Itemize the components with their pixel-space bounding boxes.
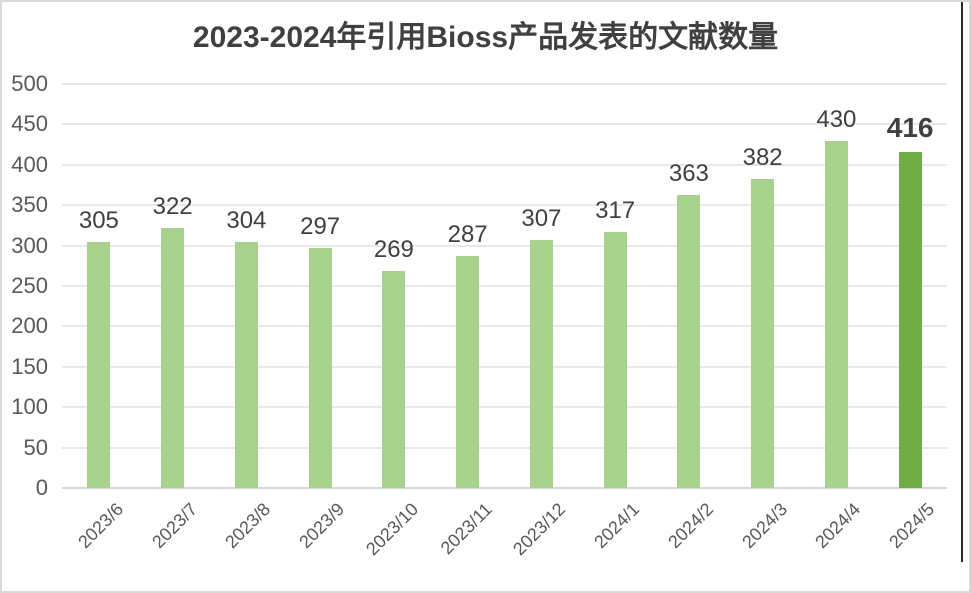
gridline	[62, 406, 947, 409]
y-axis-tick-label: 50	[23, 434, 48, 460]
y-axis-tick-label: 500	[11, 71, 48, 96]
gridline	[62, 123, 947, 126]
bar	[382, 270, 406, 488]
bar	[751, 179, 775, 488]
y-axis-tick-label: 150	[11, 353, 48, 379]
x-axis-tick-label: 2024/1	[590, 499, 644, 553]
y-axis-tick-label: 0	[35, 475, 48, 500]
x-axis-tick-label: 2023/10	[361, 499, 423, 560]
gridline	[62, 204, 947, 207]
bar-value-label: 382	[742, 144, 783, 172]
bar-value-label: 430	[816, 105, 857, 133]
x-axis-tick-label: 2023/12	[509, 499, 570, 560]
bar	[87, 241, 111, 488]
gridline	[62, 446, 947, 449]
gridline	[62, 285, 947, 287]
x-axis-tick-label: 2023/9	[295, 499, 349, 553]
bar	[161, 227, 185, 488]
bar	[603, 231, 627, 488]
x-axis-tick-label: 2023/6	[73, 499, 128, 553]
bar-value-label: 269	[373, 235, 414, 263]
right-border-line	[961, 2, 963, 562]
gridline	[62, 365, 947, 368]
bar-value-label: 416	[886, 111, 934, 143]
bar	[234, 242, 258, 488]
bar	[529, 239, 553, 488]
bar-value-label: 317	[595, 196, 636, 224]
bar	[677, 194, 701, 488]
y-axis-tick-label: 250	[11, 273, 48, 298]
bar-value-label: 363	[668, 159, 709, 187]
bar	[898, 151, 922, 488]
chart-title: 2023-2024年引用Bioss产品发表的文献数量	[192, 21, 779, 54]
gridline	[62, 163, 947, 166]
x-axis-tick-label: 2024/2	[663, 499, 718, 553]
bar-value-label: 297	[300, 213, 341, 241]
y-axis-tick-label: 300	[11, 232, 48, 258]
x-axis-tick-label: 2024/4	[811, 499, 865, 553]
gridline	[62, 325, 947, 328]
y-axis-tick-label: 350	[11, 192, 48, 218]
x-axis-tick-label: 2023/11	[436, 499, 496, 559]
x-axis-tick-label: 2024/3	[737, 499, 791, 553]
gridline	[62, 244, 947, 247]
gridline	[62, 83, 947, 85]
x-axis-line	[62, 487, 947, 489]
bar-value-label: 307	[521, 204, 562, 232]
y-axis-tick-label: 400	[11, 151, 48, 177]
bar-value-label: 304	[226, 207, 267, 235]
x-axis-tick-label: 2023/8	[221, 499, 275, 553]
y-axis-tick-label: 450	[11, 111, 48, 137]
bar	[308, 248, 332, 488]
bar-value-label: 305	[78, 206, 119, 234]
y-axis-tick-label: 200	[11, 313, 48, 339]
bar	[824, 140, 848, 488]
bar	[456, 256, 480, 488]
bar-value-label: 287	[447, 221, 488, 249]
y-axis-tick-label: 100	[11, 394, 48, 420]
x-axis-tick-label: 2024/5	[885, 499, 939, 553]
bar-value-label: 322	[152, 192, 193, 220]
x-axis-tick-label: 2023/7	[147, 499, 201, 553]
